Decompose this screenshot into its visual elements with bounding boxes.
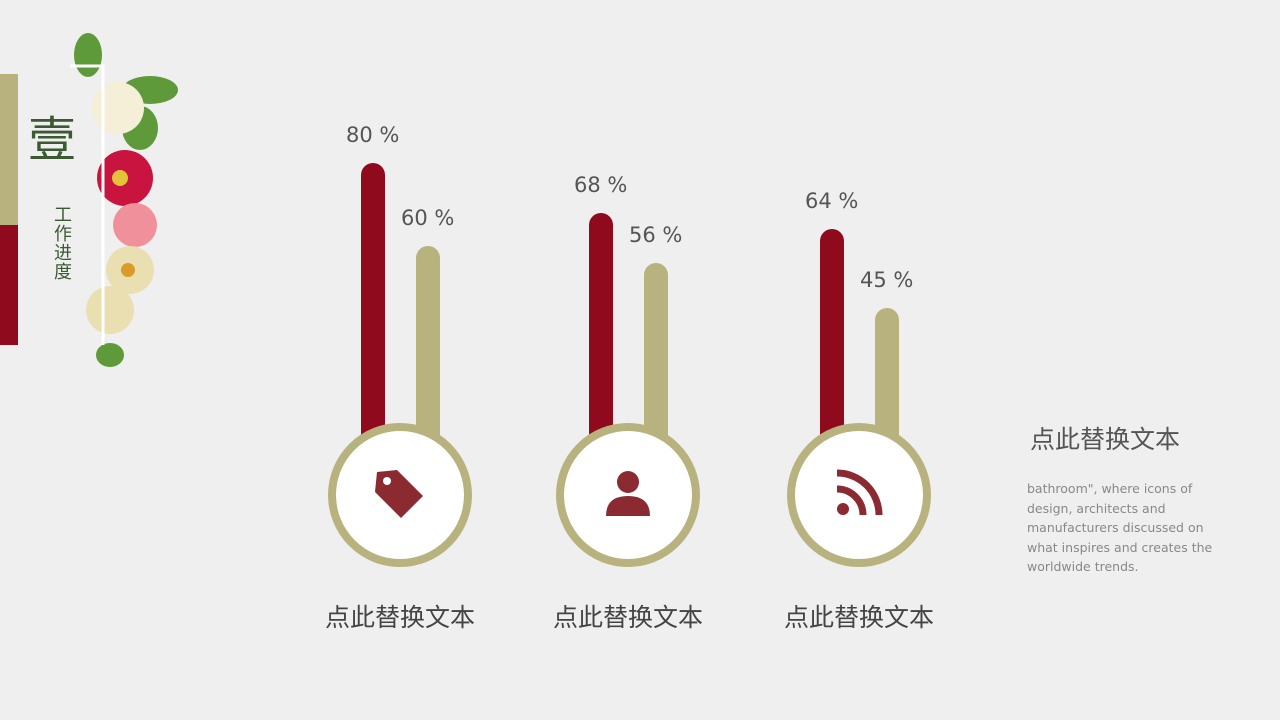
category-label: 点此替换文本 [783, 603, 934, 632]
accent-bar-tan [0, 74, 18, 225]
icon-circle [556, 423, 700, 567]
value-label: 68 % [574, 172, 628, 197]
side-title: 点此替换文本 [1030, 425, 1181, 454]
flower-decoration [0, 33, 178, 367]
user-icon [603, 468, 653, 522]
category-label: 点此替换文本 [324, 603, 475, 632]
value-label: 64 % [805, 189, 859, 214]
tag-icon [373, 466, 427, 524]
rss-icon [835, 469, 883, 521]
value-label: 45 % [860, 268, 914, 293]
value-label: 60 % [401, 206, 455, 230]
icon-circle [787, 423, 931, 567]
side-body: bathroom", where icons of design, archit… [1027, 481, 1213, 574]
value-label: 56 % [629, 222, 683, 247]
icon-circle [328, 423, 472, 567]
category-label: 点此替换文本 [552, 603, 703, 632]
section-title: 工作进度 [51, 205, 72, 281]
section-number: 壹 [28, 112, 77, 168]
value-label: 80 % [346, 123, 400, 147]
accent-bar-red [0, 225, 18, 345]
